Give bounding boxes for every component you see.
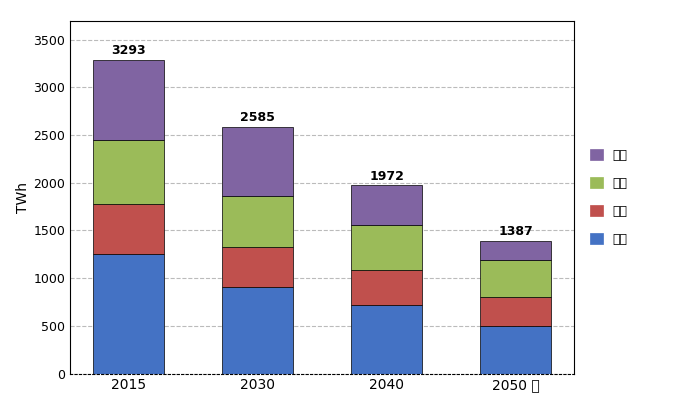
Text: 306: 306 bbox=[504, 305, 528, 318]
Bar bbox=[351, 225, 422, 270]
Y-axis label: TWh: TWh bbox=[17, 182, 31, 212]
Text: 719: 719 bbox=[246, 155, 270, 168]
Legend: 輸送, 業務, 家庭, 産業: 輸送, 業務, 家庭, 産業 bbox=[585, 144, 633, 251]
Text: 1972: 1972 bbox=[369, 170, 404, 183]
Text: 1387: 1387 bbox=[498, 225, 533, 238]
Text: 714: 714 bbox=[374, 333, 398, 346]
Bar bbox=[93, 60, 164, 140]
Text: 474: 474 bbox=[374, 241, 398, 254]
Bar bbox=[480, 327, 551, 374]
Text: 416: 416 bbox=[374, 199, 398, 212]
Text: 671: 671 bbox=[116, 166, 140, 179]
Text: 3293: 3293 bbox=[111, 44, 146, 57]
Text: 368: 368 bbox=[374, 281, 398, 294]
Bar bbox=[351, 305, 422, 374]
Text: 520: 520 bbox=[116, 222, 140, 235]
Text: 541: 541 bbox=[246, 215, 270, 228]
Bar bbox=[222, 247, 293, 287]
Bar bbox=[93, 254, 164, 374]
Bar bbox=[93, 140, 164, 204]
Bar bbox=[480, 297, 551, 327]
Text: 2585: 2585 bbox=[240, 111, 275, 124]
Text: 906: 906 bbox=[246, 324, 270, 337]
Text: 845: 845 bbox=[116, 93, 140, 106]
Bar bbox=[222, 127, 293, 195]
Text: 493: 493 bbox=[504, 344, 527, 356]
Text: 419: 419 bbox=[246, 261, 270, 273]
Bar bbox=[93, 204, 164, 254]
Bar bbox=[351, 186, 422, 225]
Text: 394: 394 bbox=[504, 272, 527, 285]
Bar bbox=[222, 195, 293, 247]
Bar bbox=[222, 287, 293, 374]
Text: 194: 194 bbox=[504, 244, 527, 257]
Text: 1256: 1256 bbox=[113, 307, 144, 320]
Bar bbox=[351, 270, 422, 305]
Bar bbox=[480, 241, 551, 260]
Bar bbox=[480, 260, 551, 297]
